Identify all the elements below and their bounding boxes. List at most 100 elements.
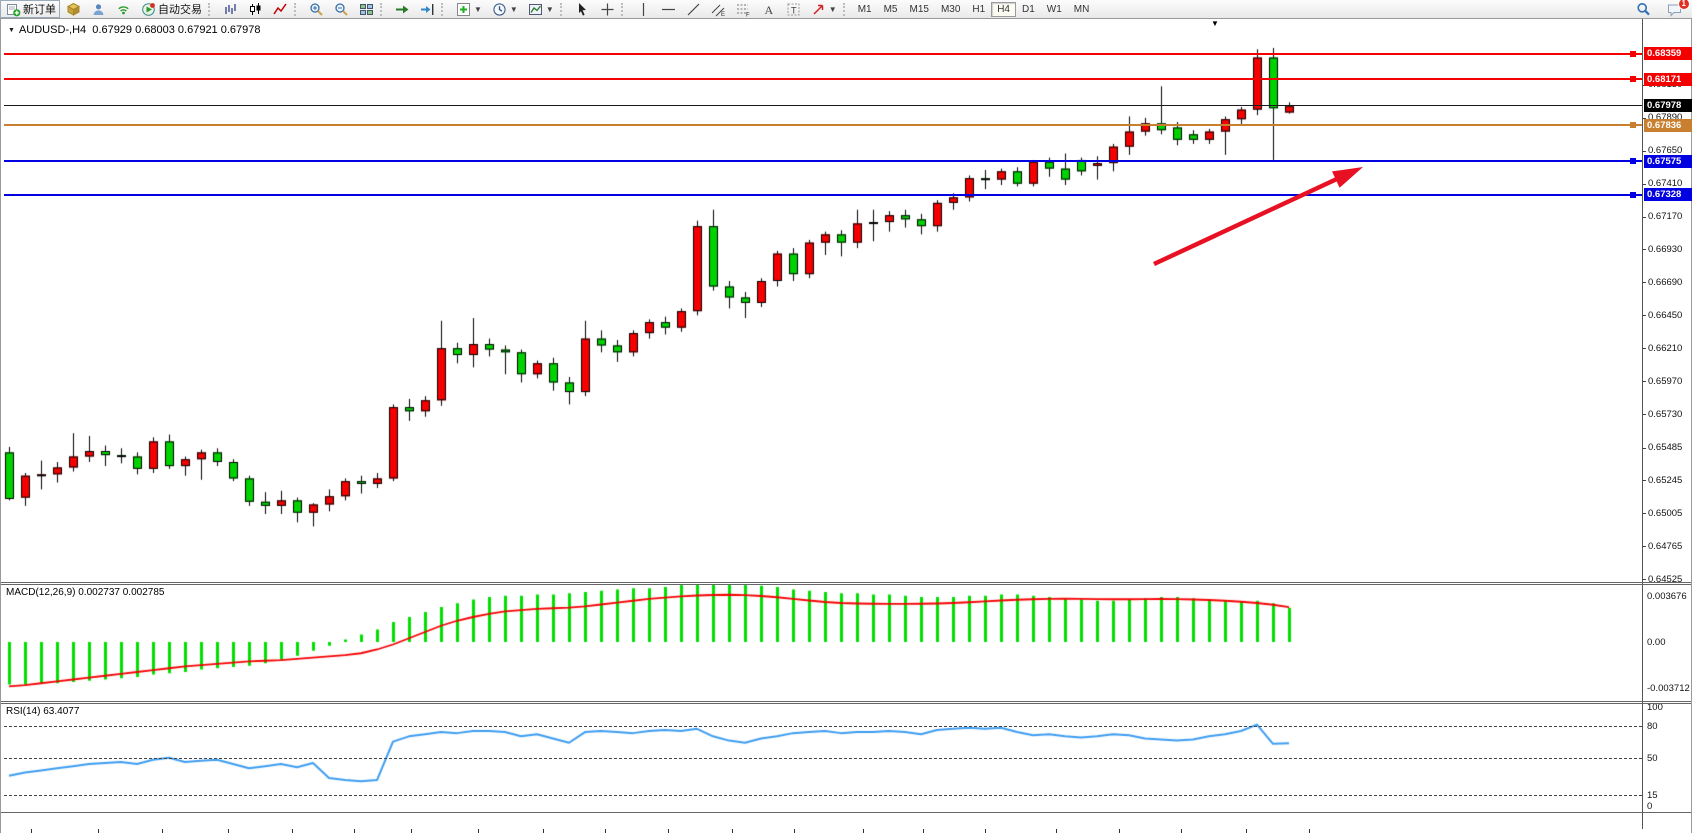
tf-mn[interactable]: MN bbox=[1073, 3, 1090, 15]
auto-scroll-button[interactable] bbox=[389, 0, 414, 18]
hline-icon bbox=[661, 8, 675, 10]
neworder-icon bbox=[7, 3, 21, 16]
chat-button[interactable]: 1 bbox=[1663, 0, 1690, 18]
hline-handle[interactable] bbox=[1630, 50, 1636, 57]
tf-m5[interactable]: M5 bbox=[883, 3, 898, 15]
rsi-axis-label: 100 bbox=[1647, 702, 1663, 713]
tile-windows-button[interactable] bbox=[353, 0, 378, 18]
zoom-out-button[interactable] bbox=[328, 0, 353, 18]
crosshair-tool-button[interactable] bbox=[594, 0, 619, 18]
price-axis-tick bbox=[1642, 216, 1646, 218]
arrows-tool[interactable]: ▼ bbox=[805, 0, 841, 18]
time-axis-tick bbox=[354, 829, 355, 833]
price-axis-tick bbox=[1642, 117, 1646, 119]
equidistant-channel-tool[interactable]: E bbox=[705, 0, 730, 18]
periods-button[interactable]: ▼ bbox=[486, 0, 522, 18]
toolbar-separator bbox=[441, 2, 447, 16]
templates-button[interactable]: ▼ bbox=[522, 0, 558, 18]
template-icon bbox=[528, 3, 542, 15]
time-axis-tick bbox=[605, 829, 606, 833]
panel-separator[interactable] bbox=[1, 582, 1691, 583]
macd-label: MACD(12,26,9) 0.002737 0.002785 bbox=[6, 587, 165, 598]
tf-h1[interactable]: H1 bbox=[972, 3, 986, 15]
arrows-icon bbox=[813, 4, 824, 15]
tf-m15[interactable]: M15 bbox=[909, 3, 929, 15]
hline-handle[interactable] bbox=[1630, 76, 1636, 83]
rsi-axis-label: 80 bbox=[1647, 721, 1658, 732]
zoom-in-button[interactable] bbox=[303, 0, 328, 18]
price-tag-current-price: 0.67978 bbox=[1644, 99, 1692, 113]
price-axis-label: 0.65730 bbox=[1648, 408, 1683, 420]
hline-pivot[interactable] bbox=[4, 124, 1642, 127]
hline-resistance[interactable] bbox=[4, 52, 1642, 55]
price-axis-tick bbox=[1642, 183, 1646, 185]
macd-plot[interactable] bbox=[4, 584, 1642, 701]
rsi-level-line bbox=[4, 725, 1642, 727]
rsi-axis-label: 15 bbox=[1647, 790, 1658, 801]
tf-m30[interactable]: M30 bbox=[940, 3, 961, 15]
hline-support[interactable] bbox=[4, 160, 1642, 163]
price-axis-label: 0.67890 bbox=[1648, 112, 1682, 123]
price-axis-label: 0.66690 bbox=[1648, 276, 1683, 288]
text-tool[interactable]: A bbox=[755, 0, 780, 18]
linech-icon bbox=[273, 3, 287, 14]
grid-icon bbox=[360, 3, 373, 15]
text-label-tool[interactable]: T bbox=[780, 0, 805, 18]
tf-w1[interactable]: W1 bbox=[1046, 3, 1062, 15]
toolbar-separator bbox=[842, 2, 849, 16]
vertical-line-tool[interactable] bbox=[630, 0, 655, 18]
collapse-triangle-icon[interactable]: ▼ bbox=[8, 27, 15, 34]
panel-separator bbox=[1, 703, 1691, 704]
scroll-to-end-marker: ▼ bbox=[1211, 19, 1219, 28]
price-axis-label: 0.67650 bbox=[1648, 145, 1683, 157]
market-depth-button[interactable] bbox=[60, 0, 85, 18]
line-chart-button[interactable] bbox=[267, 0, 292, 18]
profile-icon bbox=[93, 3, 104, 15]
hline-handle[interactable] bbox=[1630, 122, 1636, 129]
cursor-tool-button[interactable] bbox=[569, 0, 594, 18]
candles-icon bbox=[250, 2, 261, 15]
hline-support[interactable] bbox=[4, 193, 1642, 196]
indicators-button[interactable]: ▼ bbox=[450, 0, 486, 18]
signals-button[interactable] bbox=[110, 0, 135, 18]
channel-icon: E bbox=[711, 4, 725, 17]
panel-separator[interactable] bbox=[1, 701, 1691, 702]
clock-icon bbox=[493, 2, 506, 16]
macd-axis-label: 0.003676 bbox=[1647, 591, 1687, 602]
bars-icon bbox=[225, 3, 236, 14]
autotrading-button[interactable]: 自动交易 bbox=[135, 0, 206, 18]
price-axis-label: 0.64765 bbox=[1648, 540, 1683, 552]
fibonacci-tool[interactable]: F bbox=[730, 0, 755, 18]
price-axis-label: 0.66450 bbox=[1648, 309, 1683, 321]
horizontal-line-tool[interactable] bbox=[655, 0, 680, 18]
hline-handle[interactable] bbox=[1630, 158, 1636, 165]
time-axis-tick bbox=[863, 829, 864, 833]
price-axis-tick bbox=[1642, 348, 1646, 350]
autoscroll-icon bbox=[396, 5, 409, 13]
tf-h4[interactable]: H4 bbox=[991, 1, 1016, 17]
bar-chart-button[interactable] bbox=[217, 0, 242, 18]
time-axis-tick bbox=[31, 829, 32, 833]
candlestick-chart-button[interactable] bbox=[242, 0, 267, 18]
new-order-button[interactable]: 新订单 bbox=[0, 0, 60, 18]
trendline-tool[interactable] bbox=[680, 0, 705, 18]
hline-handle[interactable] bbox=[1630, 191, 1636, 198]
price-axis-label: 0.66210 bbox=[1648, 342, 1683, 354]
price-axis-tick bbox=[1642, 150, 1646, 152]
price-tag-support: 0.67575 bbox=[1644, 154, 1692, 168]
accounts-button[interactable] bbox=[85, 0, 110, 18]
search-button[interactable] bbox=[1632, 0, 1655, 18]
hline-resistance[interactable] bbox=[4, 78, 1642, 81]
price-axis-label: 0.65970 bbox=[1648, 375, 1683, 387]
tf-m1[interactable]: M1 bbox=[857, 3, 872, 15]
price-axis-label: 0.65005 bbox=[1648, 507, 1683, 519]
macd-axis-label: 0.00 bbox=[1647, 637, 1666, 648]
chart-shift-button[interactable] bbox=[414, 0, 439, 18]
time-axis-tick bbox=[794, 829, 795, 833]
tf-d1[interactable]: D1 bbox=[1022, 3, 1035, 15]
time-axis-tick bbox=[1056, 829, 1057, 833]
candlestick-plot[interactable] bbox=[4, 19, 1642, 582]
time-axis-tick bbox=[732, 829, 733, 833]
hline-current-price[interactable] bbox=[4, 105, 1642, 107]
